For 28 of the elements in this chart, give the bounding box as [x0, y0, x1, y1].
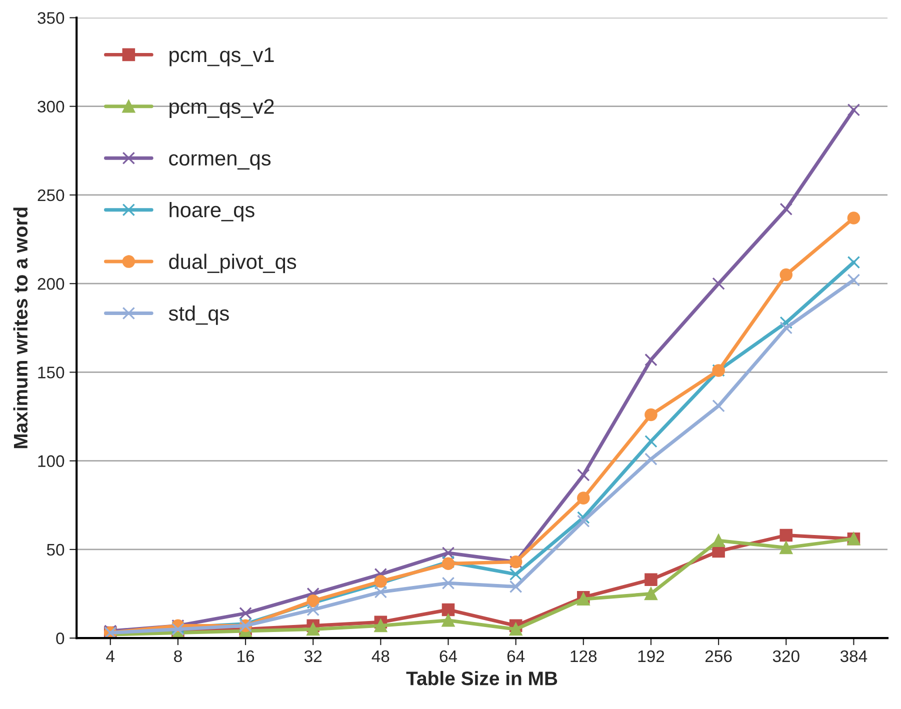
- y-axis-title: Maximum writes to a word: [13, 208, 28, 448]
- x-tick-label: 64: [507, 650, 525, 662]
- x-tick-label: 192: [638, 650, 664, 662]
- y-tick-label: 200: [38, 278, 64, 290]
- y-tick-label: 300: [38, 100, 64, 113]
- x-tick-label: 320: [772, 650, 800, 662]
- y-tick-label: 350: [38, 12, 64, 24]
- x-axis-title: Table Size in MB: [406, 671, 558, 686]
- y-tick-label: 100: [38, 455, 64, 468]
- y-tick-label: 0: [56, 632, 64, 644]
- x-tick-label: 384: [840, 650, 868, 662]
- x-tick-label: 4: [106, 650, 115, 662]
- x-tick-label: 256: [705, 650, 732, 662]
- y-tick-label: 150: [38, 366, 64, 378]
- legend-label: cormen_qs: [169, 154, 271, 170]
- x-tick-label: 48: [372, 650, 390, 662]
- legend-label: dual_pivot_qs: [169, 254, 296, 274]
- legend-label: std_qs: [168, 305, 229, 325]
- x-tick-label: 128: [570, 650, 597, 662]
- legend-label: hoare_qs: [170, 202, 254, 222]
- legend-label: pcm_qs_v2: [170, 99, 274, 118]
- y-tick-label: 50: [46, 544, 64, 556]
- y-tick-label: 250: [38, 189, 64, 202]
- x-tick-label: 8: [174, 650, 182, 662]
- x-tick-label: 16: [238, 650, 254, 662]
- x-tick-label: 64: [440, 650, 458, 662]
- x-tick-label: 32: [304, 650, 322, 662]
- legend-label: pcm_qs_v1: [170, 48, 274, 66]
